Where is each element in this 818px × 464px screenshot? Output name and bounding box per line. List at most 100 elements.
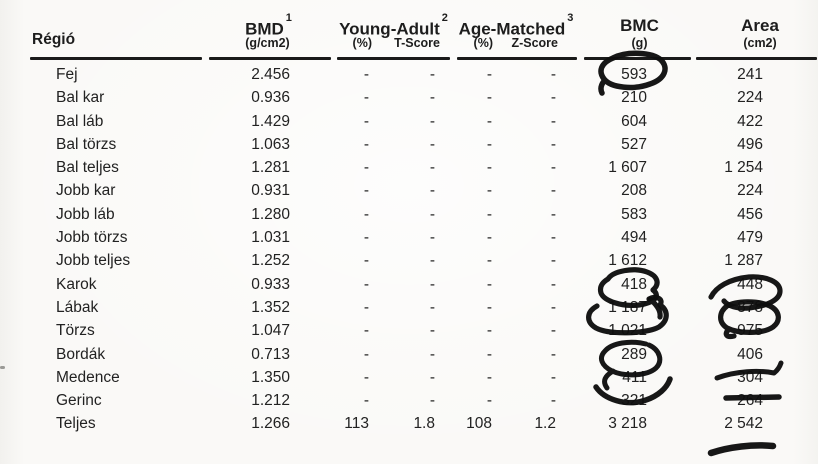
region-label: Bal kar bbox=[56, 89, 105, 107]
bmd-value: 1.281 bbox=[251, 159, 290, 177]
young-adult-pct-value: - bbox=[363, 229, 369, 247]
bmd-value: 1.429 bbox=[251, 112, 290, 130]
young-adult-pct-value: - bbox=[363, 392, 369, 410]
bmd-value: 2.456 bbox=[251, 66, 290, 83]
z-score-value: - bbox=[550, 392, 556, 410]
pen-underline-teljes-area-2542 bbox=[707, 442, 777, 457]
age-matched-pct-value: - bbox=[486, 345, 492, 363]
bmc-value: 1 021 bbox=[608, 322, 647, 340]
bmd-value: 1.252 bbox=[251, 252, 290, 270]
column-header-t-score: T-Score bbox=[394, 36, 440, 50]
table-row: Törzs 1.047 - - - - 1 021 975 bbox=[0, 319, 818, 342]
bmd-value: 1.047 bbox=[251, 322, 290, 340]
column-header-age-matched: Age-Matched3 bbox=[458, 12, 574, 39]
table-row: Bordák 0.713 - - - - 289 406 bbox=[0, 343, 818, 366]
area-value: 224 bbox=[737, 89, 763, 107]
table-row: Bal törzs 1.063 - - - - 527 496 bbox=[0, 133, 818, 156]
region-label: Jobb kar bbox=[56, 182, 116, 200]
young-adult-pct-value: - bbox=[363, 89, 369, 107]
bmd-value: 0.936 bbox=[251, 89, 290, 107]
age-matched-pct-value: - bbox=[486, 159, 492, 177]
table-row: Gerinc 1.212 - - - - 321 264 bbox=[0, 389, 818, 412]
area-value: 264 bbox=[737, 392, 763, 410]
t-score-value: - bbox=[429, 135, 435, 153]
young-adult-pct-value: - bbox=[363, 66, 369, 83]
bmd-value: 0.933 bbox=[251, 275, 290, 293]
table-row: Fej 2.456 - - - - 593 241 bbox=[0, 63, 818, 86]
bmc-value: 418 bbox=[621, 275, 647, 293]
t-score-value: - bbox=[429, 345, 435, 363]
bmc-value: 3 218 bbox=[608, 415, 647, 433]
area-value: 878 bbox=[737, 298, 763, 316]
footnote-ref-3: 3 bbox=[567, 12, 574, 24]
area-value: 406 bbox=[737, 345, 763, 363]
area-value: 479 bbox=[737, 229, 763, 247]
header-rule-young-adult bbox=[337, 57, 450, 61]
area-value: 975 bbox=[737, 322, 763, 340]
age-matched-pct-value: - bbox=[486, 275, 492, 293]
z-score-value: - bbox=[550, 135, 556, 153]
t-score-value: - bbox=[429, 298, 435, 316]
bmd-value: 1.280 bbox=[251, 205, 290, 223]
age-matched-pct-value: - bbox=[486, 229, 492, 247]
z-score-value: - bbox=[550, 112, 556, 130]
header-rule-region bbox=[30, 57, 202, 61]
region-label: Jobb törzs bbox=[56, 229, 128, 247]
area-value: 448 bbox=[737, 275, 763, 293]
column-header-region: Régió bbox=[32, 31, 76, 48]
region-label: Bal törzs bbox=[56, 135, 117, 153]
bmc-value: 208 bbox=[621, 182, 647, 200]
region-label: Bal teljes bbox=[56, 159, 119, 177]
t-score-value: - bbox=[429, 112, 435, 130]
z-score-value: - bbox=[550, 229, 556, 247]
region-label: Fej bbox=[56, 66, 78, 83]
t-score-value: - bbox=[429, 368, 435, 386]
header-rule-age-matched bbox=[457, 57, 577, 61]
age-matched-pct-value: - bbox=[486, 205, 492, 223]
column-header-area: Area bbox=[741, 16, 779, 35]
age-matched-pct-value: - bbox=[486, 182, 492, 200]
bmd-value: 1.063 bbox=[251, 135, 290, 153]
area-value: 496 bbox=[737, 135, 763, 153]
table-row: Jobb láb 1.280 - - - - 583 456 bbox=[0, 203, 818, 226]
column-header-young-adult-pct: (%) bbox=[352, 36, 372, 50]
z-score-value: - bbox=[550, 368, 556, 386]
bmc-value: 289 bbox=[621, 345, 647, 363]
bmc-value: 1 607 bbox=[608, 159, 647, 177]
bmc-value: 527 bbox=[621, 135, 647, 153]
t-score-value: - bbox=[429, 275, 435, 293]
t-score-value: - bbox=[429, 66, 435, 83]
t-score-value: 1.8 bbox=[413, 415, 435, 433]
region-label: Bordák bbox=[56, 345, 106, 363]
header-rule-bmd bbox=[209, 57, 331, 61]
area-value: 304 bbox=[737, 368, 763, 386]
young-adult-pct-value: - bbox=[363, 298, 369, 316]
t-score-value: - bbox=[429, 159, 435, 177]
z-score-value: - bbox=[550, 205, 556, 223]
z-score-value: - bbox=[550, 345, 556, 363]
age-matched-pct-value: - bbox=[486, 66, 492, 83]
age-matched-pct-value: 108 bbox=[466, 415, 492, 433]
region-label: Törzs bbox=[56, 322, 95, 340]
region-label: Teljes bbox=[56, 415, 96, 433]
age-matched-pct-value: - bbox=[486, 89, 492, 107]
t-score-value: - bbox=[429, 252, 435, 270]
age-matched-pct-value: - bbox=[486, 322, 492, 340]
area-value: 1 254 bbox=[724, 159, 763, 177]
young-adult-pct-value: - bbox=[363, 205, 369, 223]
scan-artifact bbox=[0, 366, 5, 369]
bmc-value: 1 187 bbox=[608, 298, 647, 316]
region-label: Karok bbox=[56, 275, 97, 293]
bmc-value: 210 bbox=[621, 89, 647, 107]
age-matched-pct-value: - bbox=[486, 368, 492, 386]
table-row: Lábak 1.352 - - - - 1 187 878 bbox=[0, 296, 818, 319]
z-score-value: - bbox=[550, 322, 556, 340]
area-value: 1 287 bbox=[724, 252, 763, 270]
bmd-value: 1.266 bbox=[251, 415, 290, 433]
bmd-value: 1.031 bbox=[251, 229, 290, 247]
young-adult-pct-value: - bbox=[363, 182, 369, 200]
table-row: Jobb törzs 1.031 - - - - 494 479 bbox=[0, 226, 818, 249]
footnote-ref-2: 2 bbox=[441, 12, 448, 24]
age-matched-pct-value: - bbox=[486, 392, 492, 410]
z-score-value: - bbox=[550, 182, 556, 200]
